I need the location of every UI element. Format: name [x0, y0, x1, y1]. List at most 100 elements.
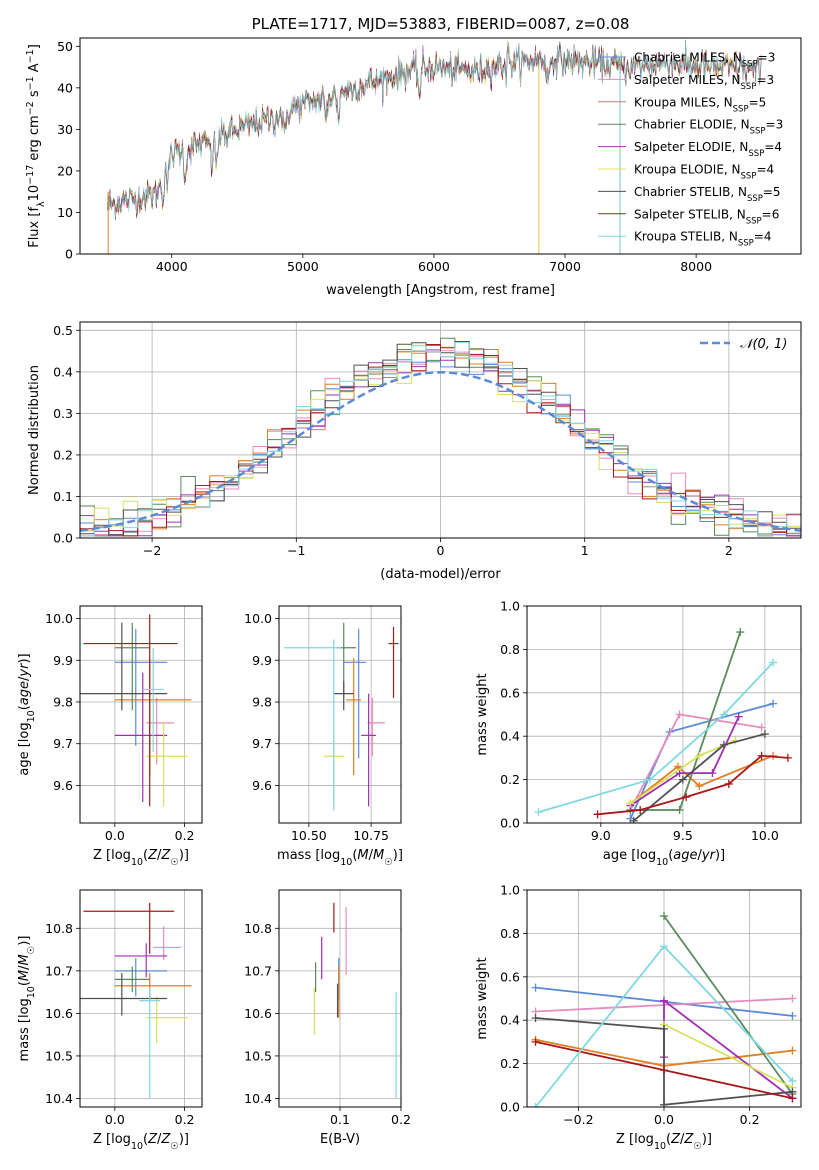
label-part: λ	[36, 201, 47, 207]
weight-marker	[626, 799, 635, 808]
label-part: /	[157, 848, 162, 863]
weight-line	[633, 733, 766, 822]
label-part: ☉	[170, 857, 179, 868]
x-tick-label: 0.2	[175, 1112, 195, 1127]
label-part: Flux [f	[27, 207, 42, 248]
y-tick-label: 10.4	[45, 1091, 73, 1106]
label-part: Z	[160, 1132, 171, 1147]
weight-marker	[760, 730, 769, 739]
label-part: )]	[179, 1132, 189, 1147]
axes-frame	[79, 889, 203, 1108]
plot-area	[531, 912, 797, 1107]
label-part: )]	[17, 936, 32, 946]
label-part: /	[369, 848, 374, 863]
label-part: 10	[26, 710, 37, 722]
weight-marker	[734, 712, 743, 721]
x-tick-label: 0.2	[391, 1112, 411, 1127]
x-axis-label: (data-model)/error	[380, 567, 501, 582]
label-part: (	[668, 848, 673, 863]
y-tick-label: 10.8	[244, 921, 272, 936]
x-tick-label: 0.0	[654, 1112, 674, 1127]
weight-marker	[660, 1066, 668, 1075]
y-tick-label: 9.9	[252, 653, 272, 668]
label-part: M	[17, 970, 32, 981]
weight-marker	[531, 1014, 540, 1023]
y-tick-label: 10.8	[45, 921, 73, 936]
x-tick-label: 4000	[156, 259, 188, 274]
weight-marker	[660, 1100, 668, 1107]
x-tick-label: 0.1	[330, 1112, 350, 1127]
y-tick-label: 9.6	[53, 778, 73, 793]
legend-name: Salpeter MILES, N	[634, 73, 741, 87]
y-tick-label: 20	[57, 163, 73, 178]
label-part: /	[680, 1132, 685, 1147]
y-tick-label: 10.6	[244, 1006, 272, 1021]
axes-weight_vs_Z: −0.2 0.0 0.2 0.0 0.2 0.4 0.6 0.8 1.0 mass weight Z…	[475, 883, 802, 1152]
y-tick-label: 0.4	[53, 364, 73, 379]
label-part: /	[157, 1132, 162, 1147]
spectrum-line	[107, 41, 762, 218]
legend-nssp: =6	[762, 207, 780, 221]
label-part: A	[27, 63, 42, 76]
label-part: ☉	[693, 1141, 702, 1152]
axes-frame	[79, 605, 203, 824]
legend-entry: Chabrier ELODIE, NSSP=3	[634, 118, 783, 137]
label-part: ☉	[170, 1141, 179, 1152]
label-part: −17	[25, 165, 36, 185]
label-part: age	[673, 848, 697, 863]
x-tick-label: 7000	[549, 259, 581, 274]
label-part: ]	[27, 44, 42, 49]
legend-name: Kroupa STELIB, N	[634, 230, 738, 244]
y-axis-label: mass weight	[475, 957, 490, 1039]
y-tick-label: 10.7	[45, 963, 73, 978]
y-tick-label: 10.7	[244, 963, 272, 978]
label-part: Z [log	[616, 1132, 654, 1147]
x-tick-label: −1	[287, 543, 305, 558]
legend-name: Chabrier STELIB, N	[634, 185, 747, 199]
weight-line	[538, 661, 774, 813]
y-tick-label: 0.2	[500, 1056, 520, 1071]
legend-entry: Kroupa ELODIE, NSSP=4	[634, 163, 774, 182]
y-tick-label: 10.4	[244, 1091, 272, 1106]
label-part: 10	[131, 1141, 143, 1152]
y-axis-label: Flux [fλ10−17 erg cm−2 s−1 A−1]	[25, 44, 47, 248]
legend-entry: Salpeter ELODIE, NSSP=4	[634, 140, 782, 159]
y-tick-label: 0.0	[500, 1100, 520, 1115]
label-part: (	[17, 705, 32, 710]
weight-marker	[736, 628, 745, 637]
legend-name: Salpeter ELODIE, N	[634, 140, 748, 154]
label-part: s	[27, 90, 42, 101]
label-part: /	[17, 965, 32, 970]
weight-marker	[646, 775, 655, 784]
y-tick-label: 30	[57, 122, 73, 137]
label-part: Z	[670, 1132, 681, 1147]
x-tick-label: 0.0	[105, 828, 125, 843]
y-tick-label: 10.0	[244, 611, 272, 626]
y-tick-label: 1.0	[500, 599, 520, 614]
x-tick-label: 9.5	[673, 828, 693, 843]
x-tick-label: 0.2	[175, 828, 195, 843]
weight-marker	[660, 912, 668, 921]
label-part: 10	[26, 986, 37, 998]
weight-marker	[660, 996, 668, 1005]
weight-marker	[757, 723, 766, 732]
y-tick-label: 0.0	[500, 816, 520, 831]
weight-marker	[757, 751, 766, 760]
legend-sub: SSP	[741, 172, 757, 182]
y-tick-label: 0.6	[500, 685, 520, 700]
y-tick-label: 0.2	[53, 447, 73, 462]
label-part: 10	[656, 857, 668, 868]
label-part: Z	[147, 1132, 158, 1147]
weight-line	[629, 754, 774, 805]
legend-nssp: =4	[764, 140, 782, 154]
legend-entry: Salpeter MILES, NSSP=3	[634, 73, 774, 92]
weight-marker	[788, 1046, 797, 1055]
weight-marker	[769, 699, 778, 708]
x-axis-label: E(B-V)	[320, 1132, 360, 1147]
x-tick-label: 0.2	[740, 1112, 760, 1127]
legend-entry: Chabrier STELIB, NSSP=5	[634, 185, 781, 204]
y-tick-label: 9.7	[53, 736, 73, 751]
y-tick-label: 0.0	[53, 531, 73, 546]
label-part: age	[17, 681, 32, 705]
